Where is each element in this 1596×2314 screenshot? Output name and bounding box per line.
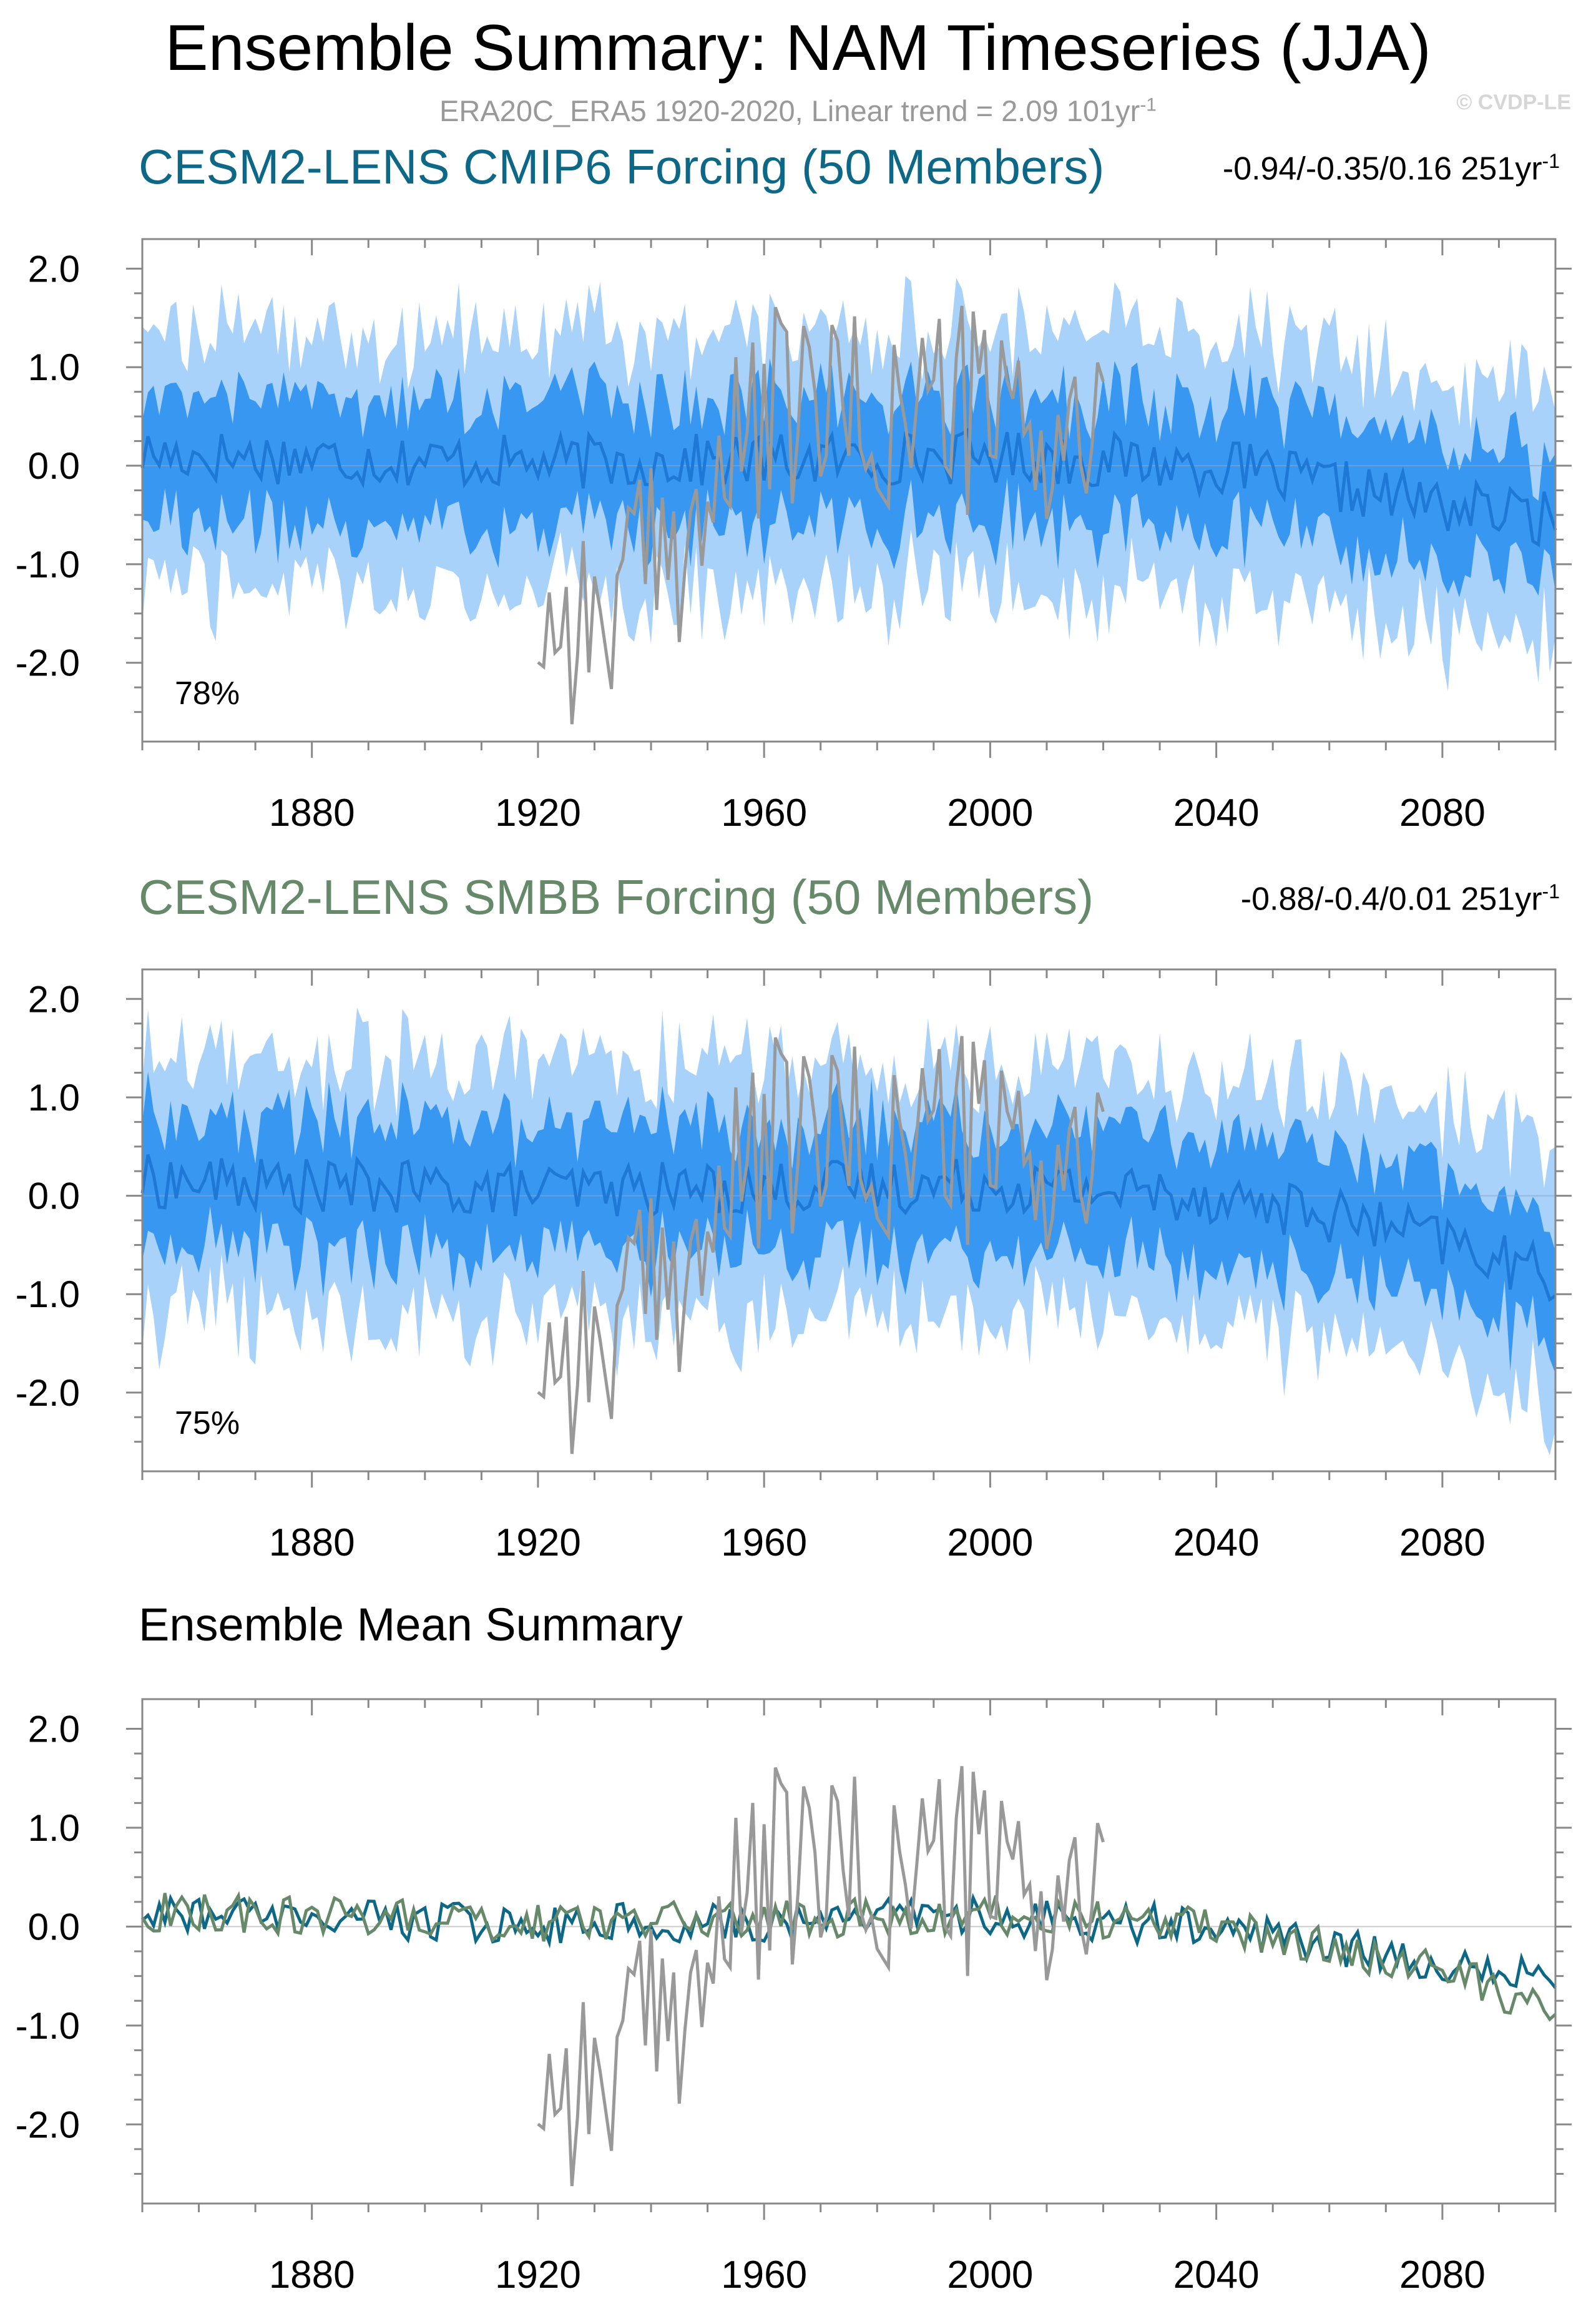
x-tick-label: 2000 [947, 2253, 1033, 2297]
figure-subtitle: ERA20C_ERA5 1920-2020, Linear trend = 2.… [0, 94, 1596, 128]
x-tick-label: 1880 [269, 2253, 355, 2297]
x-tick-label: 2040 [1173, 792, 1260, 835]
observed-line [537, 305, 1105, 725]
x-tick-label: 1920 [495, 2253, 581, 2297]
x-tick-label: 2000 [947, 792, 1033, 835]
y-tick-label: 0.0 [28, 1175, 80, 1217]
y-tick-label: 0.0 [28, 1906, 80, 1948]
panel1-trend-exponent: -1 [1542, 150, 1560, 172]
panel2-trend-label: -0.88/-0.4/0.01 251yr-1 [1241, 880, 1560, 918]
x-tick-label: 1960 [721, 1521, 807, 1564]
y-tick-label: 1.0 [28, 1077, 80, 1119]
y-tick-label: 2.0 [28, 978, 80, 1020]
x-tick-label: 1920 [495, 792, 581, 835]
x-tick-label: 1960 [721, 2253, 807, 2297]
x-tick-label: 1960 [721, 792, 807, 835]
panel1-trend-text: -0.94/-0.35/0.16 251yr [1222, 150, 1542, 187]
y-tick-label: 1.0 [28, 346, 80, 388]
panel1-chart: 78% 1880 1920 1960 2000 2040 2080 2.0 1.0 0.0 -1.0… [16, 238, 1572, 835]
y-tick-label: -2.0 [16, 2104, 80, 2145]
panel2-trend-text: -0.88/-0.4/0.01 251yr [1240, 881, 1542, 918]
y-tick-label: -2.0 [16, 1372, 80, 1414]
x-tick-label: 2080 [1399, 2253, 1486, 2297]
subtitle-text: ERA20C_ERA5 1920-2020, Linear trend = 2.… [439, 94, 1140, 127]
y-tick-label: 2.0 [28, 1709, 80, 1750]
x-tick-label: 2000 [947, 1521, 1033, 1564]
inner-range-band [142, 1071, 1555, 1374]
y-tick-label: -1.0 [16, 544, 80, 586]
x-tick-label: 1880 [269, 792, 355, 835]
percent-annotation: 78% [175, 675, 240, 712]
y-tick-label: -1.0 [16, 2005, 80, 2047]
y-tick-label: -1.0 [16, 1273, 80, 1315]
y-tick-label: 2.0 [28, 248, 80, 290]
ensemble-mean-line [140, 1154, 1557, 1302]
panel2-chart: 75% 1880 1920 1960 2000 2040 2080 2.0 1.0 0.0 -1.0… [16, 968, 1572, 1564]
inner-range-band [142, 355, 1555, 597]
panel2-title: CESM2-LENS SMBB Forcing (50 Members) [139, 870, 1094, 924]
y-tick-label: 1.0 [28, 1807, 80, 1849]
x-tick-label: 2080 [1399, 1521, 1486, 1564]
panel1-trend-label: -0.94/-0.35/0.16 251yr-1 [1223, 150, 1560, 187]
observed-line [537, 1766, 1105, 2187]
x-tick-label: 1880 [269, 1521, 355, 1564]
x-tick-label: 2040 [1173, 1521, 1260, 1564]
subtitle-exponent: -1 [1140, 94, 1157, 115]
x-tick-label: 1920 [495, 1521, 581, 1564]
cvdp-watermark: © CVDP-LE [1456, 91, 1571, 114]
observed-line [537, 1036, 1105, 1454]
panel1-title: CESM2-LENS CMIP6 Forcing (50 Members) [139, 139, 1105, 194]
figure-title: Ensemble Summary: NAM Timeseries (JJA) [165, 12, 1431, 84]
x-tick-label: 2040 [1173, 2253, 1260, 2297]
y-tick-label: 0.0 [28, 445, 80, 487]
y-tick-label: -2.0 [16, 642, 80, 684]
panel3-chart: 1880 1920 1960 2000 2040 2080 2.0 1.0 0.0 -1.0 -2.… [16, 1698, 1572, 2297]
panel3-title: Ensemble Mean Summary [139, 1599, 683, 1650]
x-tick-label: 2080 [1399, 792, 1486, 835]
panel2-trend-exponent: -1 [1542, 880, 1560, 903]
percent-annotation: 75% [175, 1405, 240, 1441]
